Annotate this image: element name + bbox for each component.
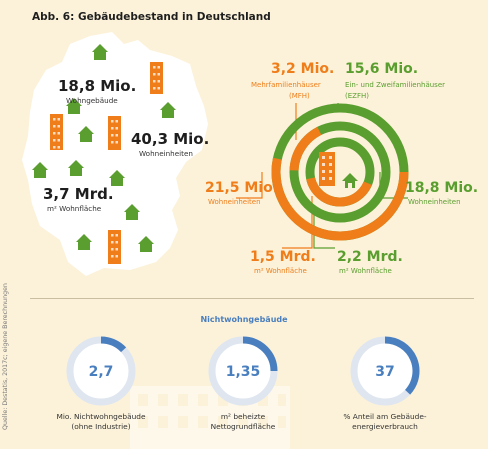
ring-mfh-2 [306, 177, 372, 207]
building-rings-chart [236, 103, 409, 249]
gauge-3-value: 37 [375, 364, 395, 380]
house-icon [78, 126, 94, 142]
gauge-2-value: 1,35 [225, 364, 261, 380]
mfh-abbr: (MFH) [289, 92, 310, 100]
gauge-3-label: % Anteil am Gebäude- energieverbrauch [320, 412, 450, 431]
house-icon [109, 170, 125, 186]
house-icon [76, 234, 92, 250]
house-icon [92, 44, 108, 60]
apartment-building-icon [108, 116, 121, 150]
apartment-building-icon [50, 114, 63, 150]
gauge-fill-1 [100, 336, 127, 353]
wohnflaeche-label: m² Wohnfläche [47, 204, 102, 213]
ezfh-wohneinheiten-value: 18,8 Mio. [405, 180, 479, 196]
leader-line [236, 172, 263, 199]
gauge-2-label-line-1: m² beheizte [220, 412, 266, 421]
gauge-1-label-line-1: Mio. Nichtwohngebäude [56, 412, 146, 421]
gauge-fill-3 [384, 336, 420, 395]
gauge-1-label-line-2: (ohne Industrie) [71, 421, 131, 431]
wohngebaeude-value: 18,8 Mio. [58, 77, 137, 95]
gauge-2-label-line-2: Nettogrundfläche [210, 421, 276, 431]
house-icon [66, 98, 82, 114]
ring-mfh-1 [289, 126, 322, 171]
section-divider [30, 298, 474, 299]
house-icon [342, 173, 358, 188]
ezfh-value: 15,6 Mio. [345, 61, 419, 77]
gauge-fill-2 [242, 336, 278, 372]
ezfh-wohnflaeche-label: m² Wohnfläche [339, 267, 392, 275]
leader-line [313, 210, 335, 249]
house-icon [68, 160, 84, 176]
nichtwohngebaeude-title: Nichtwohngebäude [200, 315, 288, 324]
apartment-building-icon [150, 62, 163, 94]
ezfh-wohneinheiten-label: Wohneinheiten [408, 198, 461, 206]
wohneinheiten-value: 40,3 Mio. [131, 130, 210, 148]
ezfh-abbr: (EZFH) [345, 92, 369, 100]
mfh-wohneinheiten-value: 21,5 Mio. [205, 180, 279, 196]
ezfh-wohnflaeche-value: 2,2 Mrd. [337, 249, 403, 265]
wohneinheiten-label: Wohneinheiten [139, 149, 193, 158]
mfh-wohnflaeche-value: 1,5 Mrd. [250, 249, 316, 265]
mfh-wohneinheiten-label: Wohneinheiten [208, 198, 261, 206]
house-icon [138, 236, 154, 252]
gauge-3-label-line-1: % Anteil am Gebäude- [343, 412, 427, 421]
gauge-3-label-line-2: energieverbrauch [352, 421, 418, 431]
ezfh-label: Ein- und Zweifamilienhäuser [345, 81, 446, 89]
gauge-1-value: 2,7 [88, 364, 114, 380]
wohnflaeche-value: 3,7 Mrd. [43, 185, 114, 203]
gauge-1-label: Mio. Nichtwohngebäude (ohne Industrie) [36, 412, 166, 431]
germany-map [22, 32, 208, 276]
gauge-2-label: m² beheizte Nettogrundfläche [178, 412, 308, 431]
apartment-building-icon [319, 152, 335, 186]
wohngebaeude-label: Wohngebäude [66, 96, 118, 105]
apartment-building-icon [108, 230, 121, 264]
ring-ezfh-1 [289, 121, 391, 223]
source-note: Quelle: Destatis, 2017c; eigene Berechnu… [2, 283, 9, 430]
figure-title: Abb. 6: Gebäudebestand in Deutschland [32, 11, 271, 23]
house-icon [124, 204, 140, 220]
mfh-label: Mehrfamilienhäuser [251, 81, 321, 89]
house-icon [32, 162, 48, 178]
house-icon [160, 102, 176, 118]
mfh-wohnflaeche-label: m² Wohnfläche [254, 267, 307, 275]
nichtwohngebaeude-gauges [66, 336, 420, 406]
ring-mfh-0 [271, 157, 409, 241]
mfh-value: 3,2 Mio. [271, 61, 335, 77]
